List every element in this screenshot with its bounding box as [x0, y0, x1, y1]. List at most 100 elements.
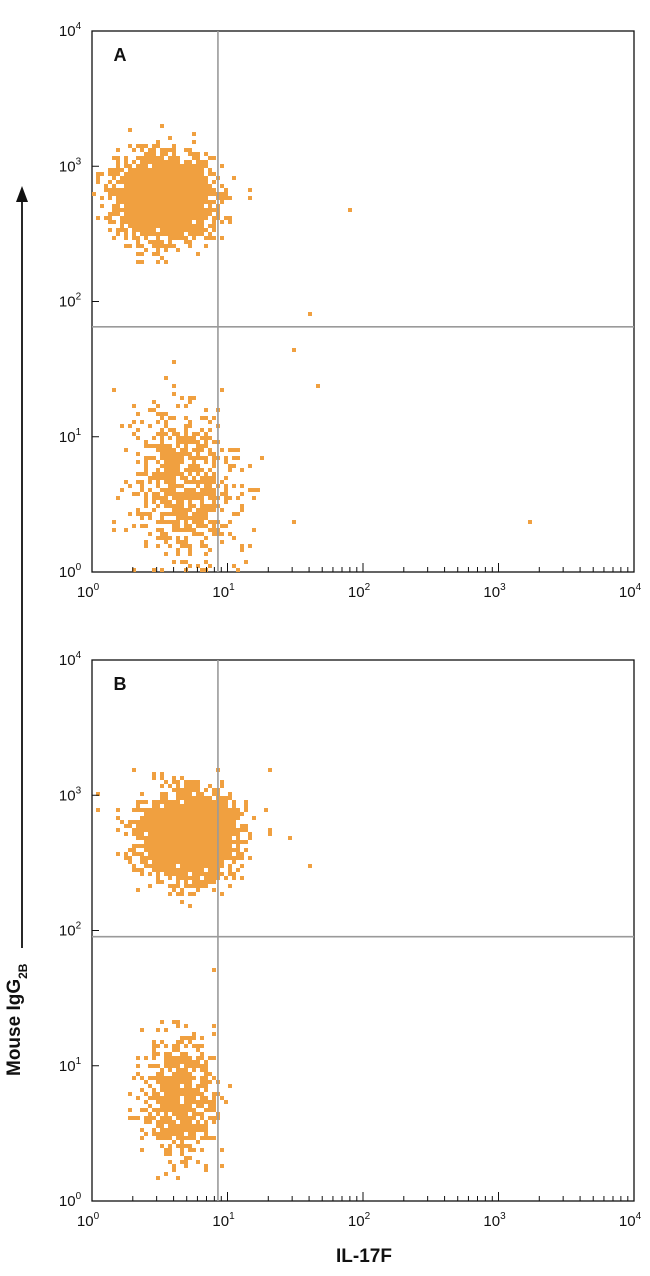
event-dot: [208, 520, 212, 524]
event-dot: [144, 816, 148, 820]
event-dot: [172, 464, 176, 468]
event-dot: [164, 520, 168, 524]
event-dot: [136, 836, 140, 840]
event-dot: [172, 844, 176, 848]
event-dot: [192, 432, 196, 436]
event-dot: [180, 836, 184, 840]
event-dot: [156, 448, 160, 452]
event-dot: [208, 204, 212, 208]
event-dot: [172, 1168, 176, 1172]
event-dot: [184, 508, 188, 512]
event-dot: [144, 152, 148, 156]
event-dot: [200, 224, 204, 228]
event-dot: [236, 568, 240, 572]
event-dot: [180, 1132, 184, 1136]
event-dot: [196, 508, 200, 512]
event-dot: [208, 208, 212, 212]
event-dot: [200, 872, 204, 876]
event-dot: [208, 504, 212, 508]
event-dot: [196, 164, 200, 168]
event-dot: [108, 228, 112, 232]
event-dot: [144, 220, 148, 224]
event-dot: [196, 1060, 200, 1064]
event-dot: [188, 508, 192, 512]
event-dot: [152, 1116, 156, 1120]
event-dot: [156, 492, 160, 496]
event-dot: [188, 1060, 192, 1064]
event-dot: [140, 148, 144, 152]
event-dot: [124, 244, 128, 248]
event-dot: [224, 1100, 228, 1104]
event-dot: [188, 1080, 192, 1084]
event-dot: [128, 856, 132, 860]
event-dot: [232, 804, 236, 808]
event-dot: [184, 476, 188, 480]
event-dot: [188, 892, 192, 896]
event-dot: [220, 800, 224, 804]
event-dot: [212, 856, 216, 860]
event-dot: [156, 876, 160, 880]
event-dot: [136, 800, 140, 804]
event-dot: [184, 864, 188, 868]
event-dot: [204, 1096, 208, 1100]
event-dot: [140, 200, 144, 204]
event-dot: [252, 496, 256, 500]
event-dot: [144, 440, 148, 444]
event-dot: [196, 184, 200, 188]
event-dot: [128, 164, 132, 168]
event-dot: [148, 212, 152, 216]
event-dot: [164, 1028, 168, 1032]
event-dot: [192, 156, 196, 160]
y-axis-title-main: Mouse IgG: [4, 979, 25, 1076]
y-axis-arrow-head: [16, 186, 28, 202]
event-dot: [176, 1096, 180, 1100]
event-dot: [164, 1152, 168, 1156]
event-dot: [144, 860, 148, 864]
event-dot: [196, 792, 200, 796]
event-dot: [240, 548, 244, 552]
event-dot: [244, 808, 248, 812]
event-dot: [128, 188, 132, 192]
event-dot: [144, 472, 148, 476]
event-dot: [188, 456, 192, 460]
event-dot: [212, 824, 216, 828]
event-dot: [172, 524, 176, 528]
event-dot: [160, 500, 164, 504]
event-dot: [156, 1132, 160, 1136]
event-dot: [168, 212, 172, 216]
event-dot: [120, 192, 124, 196]
event-dot: [196, 448, 200, 452]
event-dot: [180, 180, 184, 184]
event-dot: [184, 448, 188, 452]
event-dot: [212, 188, 216, 192]
event-dot: [108, 192, 112, 196]
event-dot: [156, 820, 160, 824]
event-dot: [112, 388, 116, 392]
event-dot: [124, 196, 128, 200]
event-dot: [228, 816, 232, 820]
event-dot: [196, 204, 200, 208]
event-dot: [196, 828, 200, 832]
event-dot: [204, 208, 208, 212]
event-dot: [188, 516, 192, 520]
event-dot: [172, 200, 176, 204]
event-dot: [212, 1056, 216, 1060]
event-dot: [208, 848, 212, 852]
event-dot: [188, 800, 192, 804]
event-dot: [164, 1088, 168, 1092]
event-dot: [188, 868, 192, 872]
event-dot: [168, 1124, 172, 1128]
event-dot: [196, 812, 200, 816]
event-dot: [112, 188, 116, 192]
event-dot: [156, 484, 160, 488]
event-dot: [164, 1108, 168, 1112]
event-dot: [176, 248, 180, 252]
event-dot: [152, 1128, 156, 1132]
event-dot: [176, 844, 180, 848]
event-dot: [188, 204, 192, 208]
event-dot: [156, 420, 160, 424]
event-dot: [156, 252, 160, 256]
event-dot: [156, 1120, 160, 1124]
event-dot: [132, 848, 136, 852]
event-dot: [192, 436, 196, 440]
